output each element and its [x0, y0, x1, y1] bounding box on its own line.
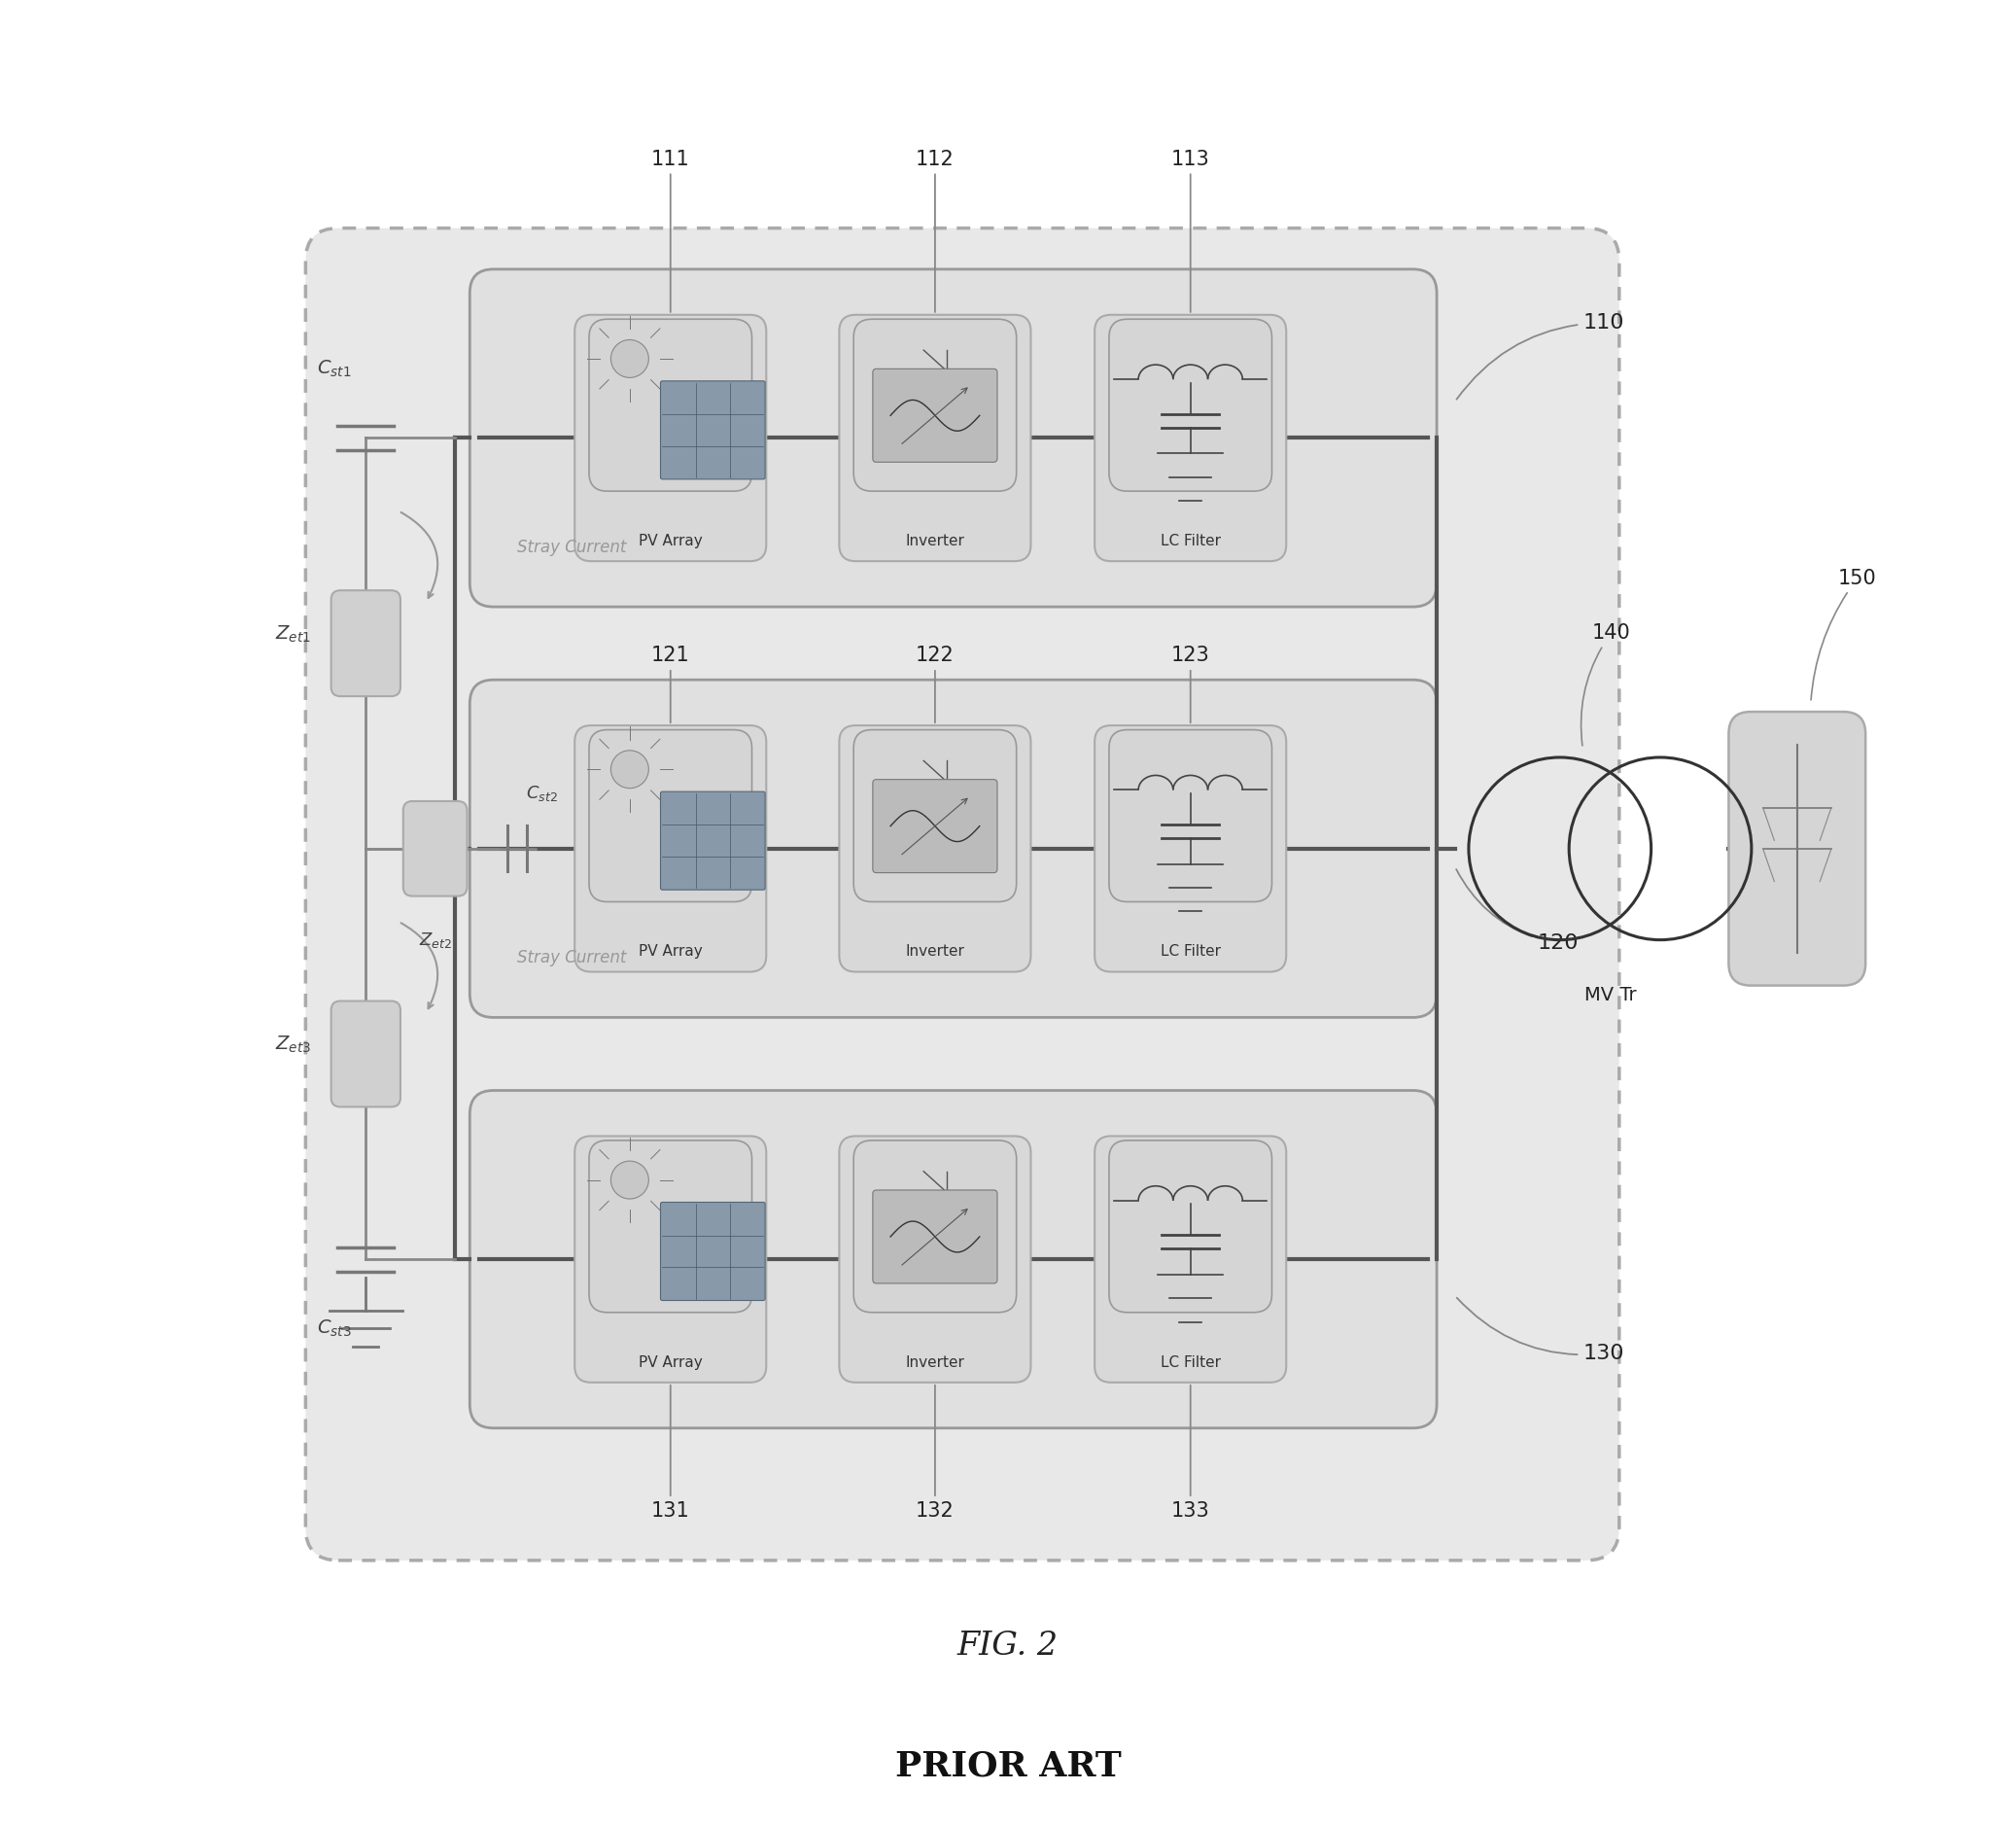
FancyBboxPatch shape: [1095, 316, 1286, 562]
FancyBboxPatch shape: [403, 801, 468, 896]
FancyBboxPatch shape: [1109, 1141, 1272, 1312]
FancyBboxPatch shape: [1728, 712, 1865, 986]
FancyBboxPatch shape: [589, 319, 752, 491]
Text: 123: 123: [1171, 646, 1210, 723]
FancyBboxPatch shape: [853, 319, 1016, 491]
Text: 132: 132: [915, 1385, 954, 1520]
FancyBboxPatch shape: [470, 681, 1437, 1018]
FancyBboxPatch shape: [873, 779, 998, 872]
FancyBboxPatch shape: [839, 725, 1030, 971]
FancyBboxPatch shape: [873, 369, 998, 462]
FancyBboxPatch shape: [575, 725, 766, 971]
FancyBboxPatch shape: [661, 792, 766, 891]
Text: 150: 150: [1810, 568, 1877, 701]
Text: MV Tr: MV Tr: [1585, 986, 1637, 1004]
Text: Stray Current: Stray Current: [518, 949, 627, 967]
Text: 111: 111: [651, 150, 689, 312]
FancyBboxPatch shape: [1095, 725, 1286, 971]
Circle shape: [611, 1161, 649, 1199]
Text: LC Filter: LC Filter: [1161, 945, 1220, 960]
FancyBboxPatch shape: [1109, 730, 1272, 902]
Text: 110: 110: [1458, 312, 1625, 400]
FancyBboxPatch shape: [575, 1135, 766, 1383]
Text: 112: 112: [915, 150, 954, 312]
Text: 130: 130: [1458, 1298, 1625, 1363]
FancyBboxPatch shape: [853, 1141, 1016, 1312]
Text: Stray Current: Stray Current: [518, 538, 627, 557]
Text: 133: 133: [1171, 1385, 1210, 1520]
FancyBboxPatch shape: [839, 316, 1030, 562]
Text: $Z_{et1}$: $Z_{et1}$: [274, 624, 310, 644]
FancyBboxPatch shape: [1109, 319, 1272, 491]
Text: 131: 131: [651, 1385, 689, 1520]
FancyBboxPatch shape: [589, 730, 752, 902]
Text: PV Array: PV Array: [639, 1356, 702, 1369]
Text: $Z_{et2}$: $Z_{et2}$: [419, 931, 452, 951]
Text: 121: 121: [651, 646, 689, 723]
Text: PRIOR ART: PRIOR ART: [895, 1750, 1121, 1783]
Text: Inverter: Inverter: [905, 1356, 964, 1369]
Text: 122: 122: [915, 646, 954, 723]
Circle shape: [611, 339, 649, 378]
Text: 120: 120: [1456, 869, 1579, 953]
Text: $C_{st1}$: $C_{st1}$: [317, 358, 351, 380]
Text: $C_{st2}$: $C_{st2}$: [526, 785, 558, 803]
Text: 140: 140: [1581, 622, 1631, 746]
Text: PV Array: PV Array: [639, 945, 702, 960]
FancyBboxPatch shape: [470, 1091, 1437, 1427]
FancyBboxPatch shape: [661, 1203, 766, 1301]
FancyBboxPatch shape: [331, 591, 401, 697]
Text: LC Filter: LC Filter: [1161, 535, 1220, 548]
FancyBboxPatch shape: [853, 730, 1016, 902]
Text: 113: 113: [1171, 150, 1210, 312]
Text: Inverter: Inverter: [905, 535, 964, 548]
Text: FIG. 2: FIG. 2: [958, 1630, 1058, 1663]
FancyBboxPatch shape: [306, 228, 1619, 1560]
Text: $Z_{et3}$: $Z_{et3}$: [274, 1035, 310, 1055]
FancyBboxPatch shape: [575, 316, 766, 562]
Circle shape: [611, 750, 649, 788]
Text: LC Filter: LC Filter: [1161, 1356, 1220, 1369]
FancyBboxPatch shape: [331, 1002, 401, 1106]
Text: PV Array: PV Array: [639, 535, 702, 548]
FancyBboxPatch shape: [873, 1190, 998, 1283]
FancyBboxPatch shape: [589, 1141, 752, 1312]
Text: Inverter: Inverter: [905, 945, 964, 960]
FancyBboxPatch shape: [839, 1135, 1030, 1383]
FancyBboxPatch shape: [470, 268, 1437, 606]
Text: $C_{st3}$: $C_{st3}$: [317, 1318, 351, 1340]
FancyBboxPatch shape: [1095, 1135, 1286, 1383]
FancyBboxPatch shape: [661, 381, 766, 480]
